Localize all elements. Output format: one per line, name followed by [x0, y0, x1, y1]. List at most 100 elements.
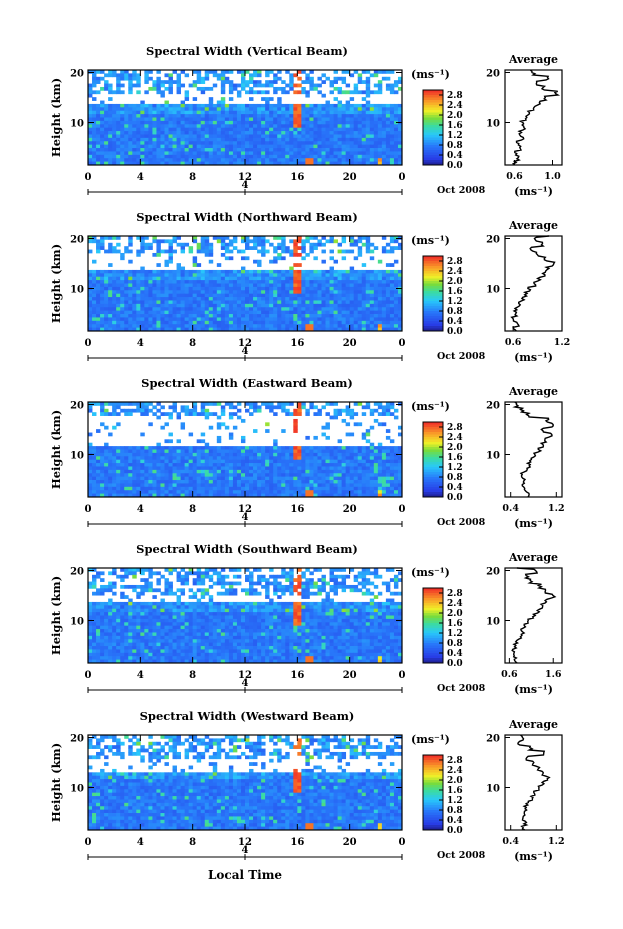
colorbar-tick-label: 2.4 — [447, 766, 463, 776]
colorbar-band — [423, 817, 443, 821]
colorbar-tick-label: 2.4 — [447, 599, 463, 609]
colorbar-band — [423, 820, 443, 823]
colorbar-band — [423, 132, 443, 136]
colorbar-tick-label: 0.4 — [447, 151, 463, 161]
x-tick-label: 8 — [189, 338, 196, 349]
colorbar-band — [423, 95, 443, 98]
colorbar-band — [423, 140, 443, 143]
colorbar-frame — [422, 754, 444, 831]
x-tick-label: 8 — [189, 504, 196, 515]
heatmap-cells — [88, 402, 403, 498]
x-tick-label: 4 — [137, 504, 144, 515]
colorbar-tick-label: 2.4 — [447, 267, 463, 277]
y-tick-label: 10 — [70, 617, 84, 628]
chart-panel: Spectral Width (Southward Beam) 10 20 Heigh… — [49, 542, 563, 696]
colorbar-band — [423, 770, 443, 773]
colorbar-band — [423, 633, 443, 636]
colorbar-band — [423, 125, 443, 128]
colorbar-band — [423, 598, 443, 601]
y-tick-label: 20 — [70, 401, 84, 412]
colorbar-band — [423, 655, 443, 659]
colorbar-band — [423, 595, 443, 599]
colorbar-band — [423, 278, 443, 282]
colorbar-band — [423, 452, 443, 455]
colorbar-band — [423, 640, 443, 644]
average-y-tick-label: 20 — [486, 734, 500, 745]
x-tick-label: 12 — [238, 670, 252, 681]
x-tick-label: 4 — [137, 670, 144, 681]
colorbar-band — [423, 603, 443, 606]
colorbar-band — [423, 454, 443, 458]
colorbar-band — [423, 635, 443, 639]
colorbar-band — [423, 437, 443, 440]
average-x-tick-label: 1.6 — [545, 669, 562, 680]
colorbar-band — [423, 827, 443, 831]
average-frame — [504, 734, 563, 831]
colorbar-band — [423, 807, 443, 811]
chart-title: Spectral Width (Westward Beam) — [140, 709, 355, 723]
colorbar-tick-label: 2.0 — [447, 776, 463, 786]
colorbar-band — [423, 276, 443, 279]
colorbar-frame — [422, 255, 444, 332]
colorbar-band — [423, 100, 443, 103]
colorbar-band — [423, 590, 443, 594]
average-profile-line — [512, 69, 561, 166]
day-marker: 4 — [242, 678, 249, 689]
colorbar-frame — [422, 587, 444, 664]
colorbar-band — [423, 258, 443, 262]
day-marker: 4 — [242, 180, 249, 191]
y-axis-label: Height (km) — [49, 244, 63, 323]
x-tick-label: 4 — [137, 172, 144, 183]
heatmap-cells — [88, 735, 403, 831]
colorbar-band — [423, 780, 443, 783]
colorbar-tick-label: 0.8 — [447, 639, 463, 649]
day-marker: 4 — [242, 845, 249, 856]
colorbar-band — [423, 150, 443, 153]
colorbar-band — [423, 800, 443, 803]
colorbar-band — [423, 815, 443, 818]
x-tick-label: 0 — [85, 837, 92, 848]
colorbar-band — [423, 812, 443, 816]
average-y-tick-label: 20 — [486, 69, 500, 80]
colorbar-band — [423, 281, 443, 284]
colorbar-band — [423, 487, 443, 490]
y-axis-label: Height (km) — [49, 576, 63, 655]
x-tick-label: 8 — [189, 837, 196, 848]
date-label: Oct 2008 — [437, 351, 486, 362]
average-title: Average — [508, 718, 558, 731]
colorbar-band — [423, 825, 443, 828]
colorbar-band — [423, 110, 443, 113]
colorbar-band — [423, 117, 443, 121]
colorbar-band — [423, 162, 443, 166]
x-tick-label: 20 — [343, 338, 357, 349]
chart-panel: Spectral Width (Westward Beam) 10 20 Height… — [49, 709, 565, 863]
average-x-tick-label: 1.0 — [544, 171, 561, 182]
x-tick-label: 12 — [238, 504, 252, 515]
average-x-label: (ms⁻¹) — [514, 185, 553, 198]
average-y-tick-label: 20 — [486, 235, 500, 246]
average-y-tick-label: 10 — [486, 119, 500, 130]
colorbar-band — [423, 147, 443, 151]
colorbar-band — [423, 308, 443, 312]
colorbar-unit: (ms⁻¹) — [411, 234, 450, 247]
y-tick-label: 20 — [70, 69, 84, 80]
colorbar-tick-label: 1.6 — [447, 453, 463, 463]
date-label: Oct 2008 — [437, 517, 486, 528]
colorbar-tick-label: 1.2 — [447, 629, 463, 639]
colorbar-tick-label: 2.0 — [447, 277, 463, 287]
colorbar-band — [423, 477, 443, 480]
colorbar-frame — [422, 421, 444, 498]
chart-panel: Spectral Width (Vertical Beam) 10 20 Height… — [49, 44, 563, 198]
colorbar-band — [423, 296, 443, 299]
x-tick-label: 8 — [189, 670, 196, 681]
x-tick-label: 20 — [343, 670, 357, 681]
colorbar-tick-label: 2.8 — [447, 589, 463, 599]
x-tick-label: 0 — [399, 670, 406, 681]
colorbar-band — [423, 105, 443, 108]
colorbar-band — [423, 648, 443, 651]
average-x-tick-label: 0.4 — [502, 836, 519, 847]
colorbar-frame — [422, 89, 444, 166]
x-tick-label: 20 — [343, 837, 357, 848]
colorbar-band — [423, 645, 443, 649]
colorbar-band — [423, 810, 443, 813]
